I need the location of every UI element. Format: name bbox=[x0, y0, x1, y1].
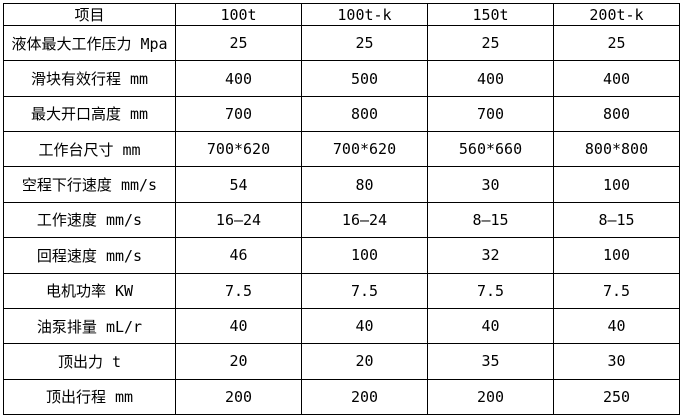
row-label-cell: 电机功率 KW bbox=[3, 272, 176, 309]
value-cell: 25 bbox=[301, 24, 428, 62]
value-cell: 7.5 bbox=[175, 272, 302, 309]
value-cell: 7.5 bbox=[301, 272, 428, 309]
value-cell: 80 bbox=[301, 166, 428, 203]
value-cell: 7.5 bbox=[427, 272, 554, 309]
value-cell: 200 bbox=[427, 378, 554, 416]
value-cell: 700*620 bbox=[301, 131, 428, 168]
value-cell: 20 bbox=[175, 343, 302, 380]
row-label-cell: 油泵排量 mL/r bbox=[3, 307, 176, 345]
value-cell: 700 bbox=[175, 95, 302, 133]
value-cell: 800 bbox=[301, 95, 428, 133]
value-cell: 35 bbox=[427, 343, 554, 380]
row-label-cell: 最大开口高度 mm bbox=[3, 95, 176, 133]
table-row: 油泵排量 mL/r 40 40 40 40 bbox=[3, 307, 680, 345]
row-label-cell: 顶出行程 mm bbox=[3, 378, 176, 416]
value-cell: 25 bbox=[175, 24, 302, 62]
value-cell: 200 bbox=[175, 378, 302, 416]
value-cell: 700 bbox=[427, 95, 554, 133]
value-cell: 200 bbox=[301, 378, 428, 416]
header-row: 项目 100t 100t-k 150t 200t-k bbox=[3, 3, 680, 26]
value-cell: 560*660 bbox=[427, 131, 554, 168]
value-cell: 40 bbox=[553, 307, 680, 345]
table-row: 工作台尺寸 mm 700*620 700*620 560*660 800*800 bbox=[3, 131, 680, 168]
value-cell: 400 bbox=[553, 60, 680, 97]
table-row: 回程速度 mm/s 46 100 32 100 bbox=[3, 237, 680, 274]
row-label-cell: 顶出力 t bbox=[3, 343, 176, 380]
value-cell: 30 bbox=[427, 166, 554, 203]
value-cell: 25 bbox=[427, 24, 554, 62]
value-cell: 500 bbox=[301, 60, 428, 97]
header-cell-model: 200t-k bbox=[553, 3, 680, 26]
row-label-cell: 回程速度 mm/s bbox=[3, 237, 176, 274]
value-cell: 100 bbox=[301, 237, 428, 274]
value-cell: 16—24 bbox=[301, 201, 428, 239]
header-cell-model: 100t bbox=[175, 3, 302, 26]
table-row: 工作速度 mm/s 16—24 16—24 8—15 8—15 bbox=[3, 201, 680, 239]
value-cell: 7.5 bbox=[553, 272, 680, 309]
value-cell: 16—24 bbox=[175, 201, 302, 239]
value-cell: 20 bbox=[301, 343, 428, 380]
row-label-cell: 工作速度 mm/s bbox=[3, 201, 176, 239]
header-cell-model: 150t bbox=[427, 3, 554, 26]
value-cell: 250 bbox=[553, 378, 680, 416]
value-cell: 54 bbox=[175, 166, 302, 203]
header-cell-item: 项目 bbox=[3, 3, 176, 26]
table-row: 电机功率 KW 7.5 7.5 7.5 7.5 bbox=[3, 272, 680, 309]
press-spec-table: 项目 100t 100t-k 150t 200t-k 液体最大工作压力 Mpa 25 25 2… bbox=[3, 3, 680, 416]
value-cell: 100 bbox=[553, 237, 680, 274]
row-label-cell: 滑块有效行程 mm bbox=[3, 60, 176, 97]
value-cell: 400 bbox=[175, 60, 302, 97]
table-row: 空程下行速度 mm/s 54 80 30 100 bbox=[3, 166, 680, 203]
value-cell: 100 bbox=[553, 166, 680, 203]
value-cell: 40 bbox=[427, 307, 554, 345]
value-cell: 25 bbox=[553, 24, 680, 62]
value-cell: 8—15 bbox=[553, 201, 680, 239]
value-cell: 30 bbox=[553, 343, 680, 380]
value-cell: 40 bbox=[301, 307, 428, 345]
header-cell-model: 100t-k bbox=[301, 3, 428, 26]
value-cell: 400 bbox=[427, 60, 554, 97]
value-cell: 32 bbox=[427, 237, 554, 274]
table-row: 顶出力 t 20 20 35 30 bbox=[3, 343, 680, 380]
value-cell: 800*800 bbox=[553, 131, 680, 168]
table-row: 最大开口高度 mm 700 800 700 800 bbox=[3, 95, 680, 133]
row-label-cell: 空程下行速度 mm/s bbox=[3, 166, 176, 203]
table-row: 顶出行程 mm 200 200 200 250 bbox=[3, 378, 680, 416]
value-cell: 40 bbox=[175, 307, 302, 345]
row-label-cell: 液体最大工作压力 Mpa bbox=[3, 24, 176, 62]
row-label-cell: 工作台尺寸 mm bbox=[3, 131, 176, 168]
value-cell: 46 bbox=[175, 237, 302, 274]
value-cell: 700*620 bbox=[175, 131, 302, 168]
table-row: 液体最大工作压力 Mpa 25 25 25 25 bbox=[3, 24, 680, 62]
value-cell: 8—15 bbox=[427, 201, 554, 239]
value-cell: 800 bbox=[553, 95, 680, 133]
table-row: 滑块有效行程 mm 400 500 400 400 bbox=[3, 60, 680, 97]
